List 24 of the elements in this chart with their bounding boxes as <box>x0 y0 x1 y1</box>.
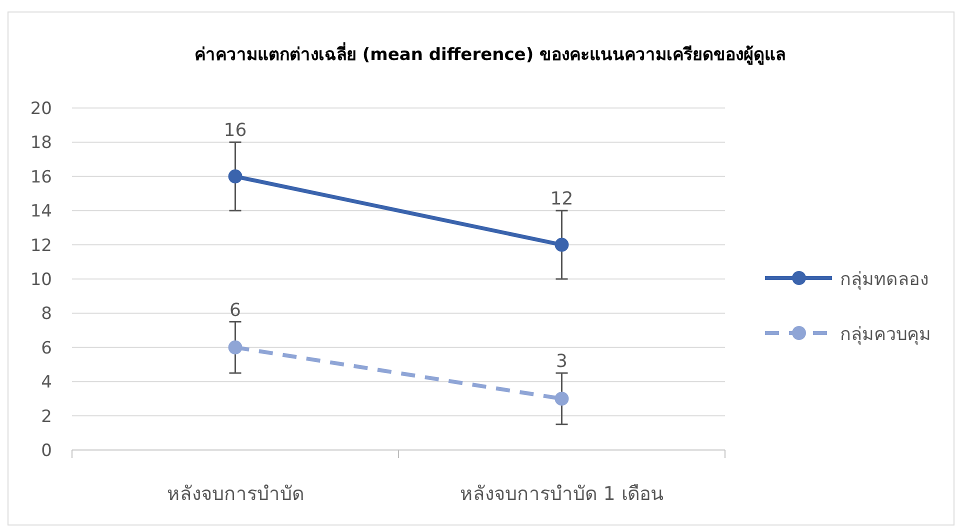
y-tick-label: 6 <box>41 338 52 358</box>
y-tick-label: 18 <box>30 133 52 154</box>
data-label: 12 <box>550 188 574 210</box>
x-tick-label: หลังจบการบำบัด <box>166 483 304 505</box>
y-tick-label: 14 <box>30 202 52 222</box>
point <box>554 238 569 252</box>
data-label: 3 <box>556 351 568 372</box>
y-tick-label: 2 <box>41 406 52 427</box>
x-tick-label: หลังจบการบำบัด 1 เดือน <box>460 483 664 505</box>
chart-title: ค่าความแตกต่างเฉลี่ย (mean difference) ของคะแนนความเครียดของผู้ดูแล <box>194 42 786 66</box>
y-tick-label: 4 <box>41 372 52 393</box>
y-tick-label: 12 <box>30 236 52 256</box>
y-tick-label: 0 <box>41 441 52 461</box>
point <box>228 169 242 184</box>
point <box>228 340 242 354</box>
legend-label: กลุ่มทดลอง <box>840 269 929 290</box>
data-label: 16 <box>224 120 247 142</box>
y-tick-label: 10 <box>30 270 52 290</box>
point <box>554 392 569 406</box>
legend-label: กลุ่มควบคุม <box>840 324 931 345</box>
y-tick-label: 20 <box>30 99 52 119</box>
y-tick-label: 8 <box>41 304 52 324</box>
y-tick-label: 16 <box>30 167 52 188</box>
data-label: 6 <box>230 300 241 321</box>
